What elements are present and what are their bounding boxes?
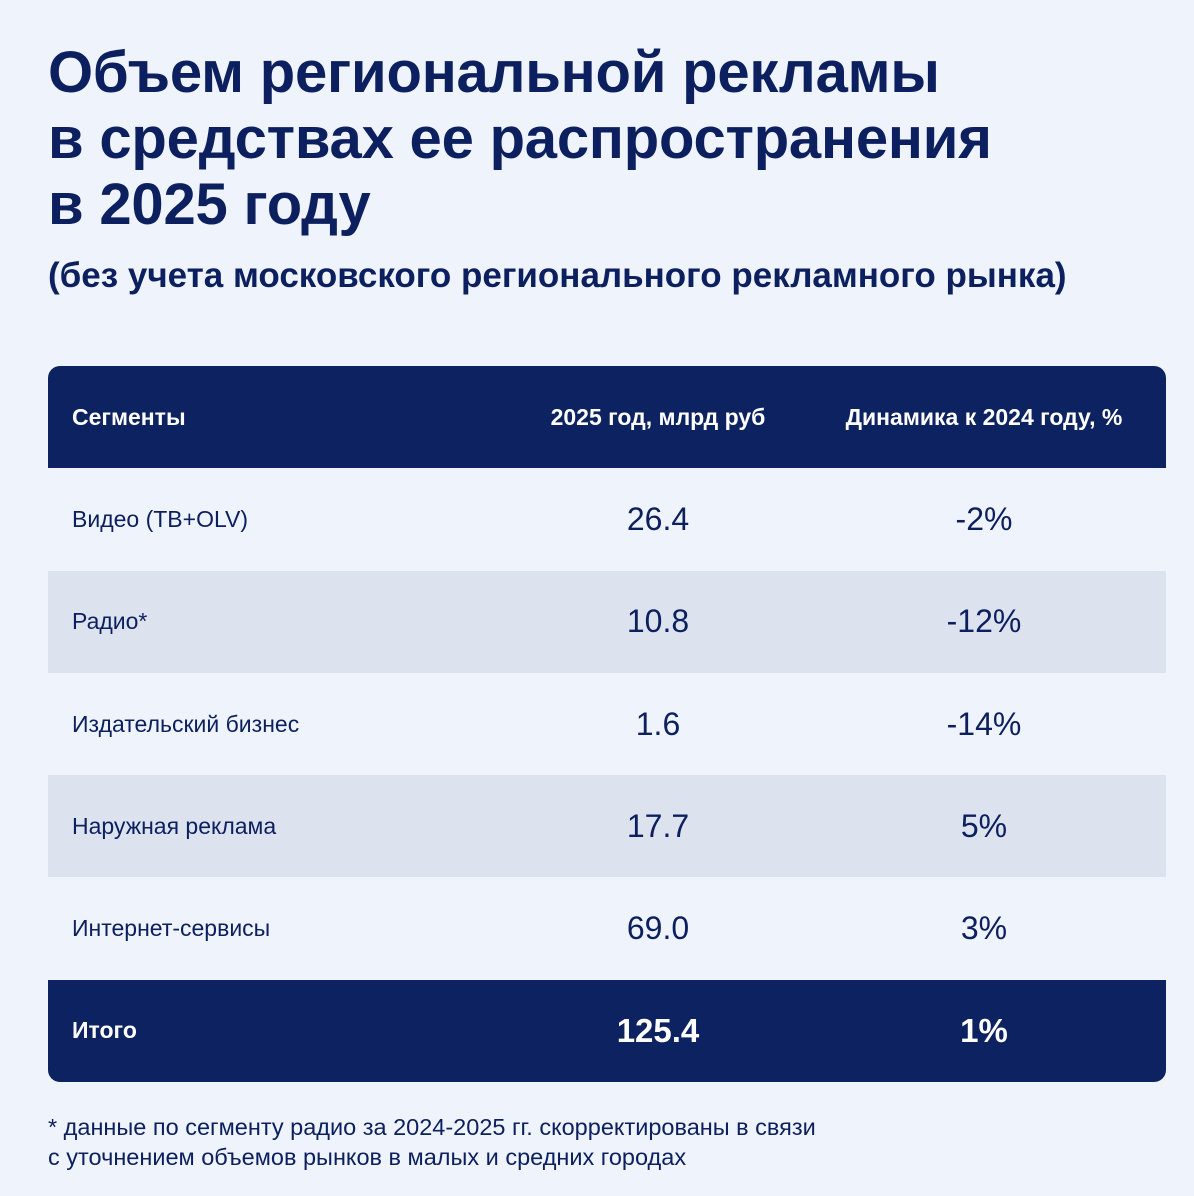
footnote-line-1: * данные по сегменту радио за 2024-2025 … — [48, 1114, 816, 1140]
header-segments: Сегменты — [72, 403, 186, 430]
table-row: Радио* 10.8 -12% — [48, 570, 1166, 673]
total-change: 1% — [960, 1011, 1008, 1049]
segment-value: 10.8 — [626, 603, 690, 640]
title-line-2: в средствах ее распространения — [48, 106, 992, 171]
segment-change: 5% — [960, 807, 1008, 844]
footnote: * данные по сегменту радио за 2024-2025 … — [48, 1112, 816, 1172]
header-value-2025: 2025 год, млрд руб — [550, 403, 766, 430]
segment-change: -2% — [955, 500, 1013, 537]
table-row: Издательский бизнес 1.6 -14% — [48, 672, 1166, 776]
title-line-3: в 2025 году — [48, 172, 371, 237]
table-header-row: Сегменты 2025 год, млрд руб Динамика к 2… — [48, 366, 1166, 469]
total-label: Итого — [72, 1017, 137, 1044]
header-change: Динамика к 2024 году, % — [845, 403, 1123, 430]
segment-change: -14% — [946, 705, 1022, 742]
table-row: Интернет-сервисы 69.0 3% — [48, 877, 1166, 980]
footnote-line-2: с уточнением объемов рынков в малых и ср… — [48, 1144, 687, 1170]
segment-change: -12% — [946, 603, 1022, 640]
table-row: Наружная реклама 17.7 5% — [48, 775, 1166, 878]
segment-value: 17.7 — [626, 807, 690, 844]
segment-change: 3% — [960, 910, 1008, 947]
total-value: 125.4 — [616, 1011, 700, 1049]
table-total-row: Итого 125.4 1% — [48, 979, 1166, 1083]
segment-name: Интернет-сервисы — [72, 915, 271, 942]
page-subtitle: (без учета московского регионального рек… — [48, 256, 1067, 295]
segment-name: Радио* — [72, 608, 148, 635]
advertising-volume-table: Сегменты 2025 год, млрд руб Динамика к 2… — [48, 366, 1166, 1083]
segment-name: Наружная реклама — [72, 812, 277, 839]
segment-value: 69.0 — [626, 910, 690, 947]
segment-value: 1.6 — [635, 705, 681, 742]
title-line-1: Объем региональной рекламы — [48, 40, 940, 105]
table-row: Видео (ТВ+OLV) 26.4 -2% — [48, 468, 1166, 571]
segment-name: Издательский бизнес — [72, 710, 300, 737]
segment-name: Видео (ТВ+OLV) — [72, 505, 249, 532]
page-title: Объем региональной рекламы в средствах е… — [48, 40, 1158, 238]
segment-value: 26.4 — [626, 500, 690, 537]
